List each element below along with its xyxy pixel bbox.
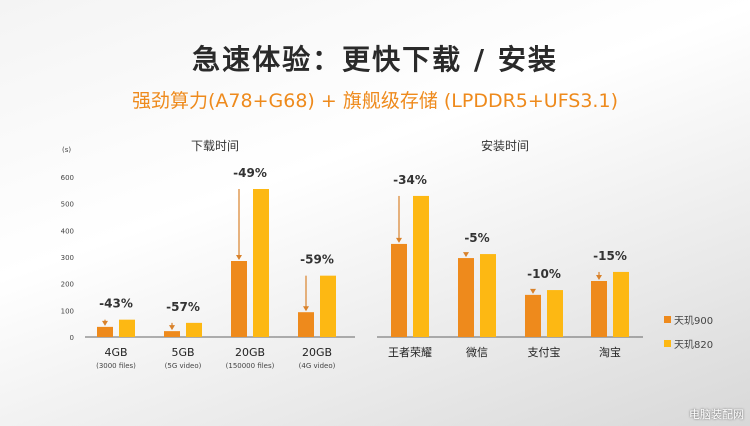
bar-900 [525,294,541,337]
legend-item-820: 天玑820 [664,336,713,351]
chart-title: 安装时间 [481,138,529,153]
bar-820 [253,189,269,337]
reduction-label: -34% [393,173,427,187]
bar-820 [613,271,629,337]
reduction-label: -59% [300,253,334,267]
bar-900 [391,243,407,337]
category-sublabel: (3000 files) [96,362,136,370]
bar-900 [298,312,314,337]
category-label: 20GB [235,346,265,359]
y-tick-label: 0 [70,334,74,342]
y-tick-label: 500 [61,201,74,209]
slide-title: 急速体验：更快下载 / 安装 [192,43,558,76]
chart-title: 下载时间 [191,139,239,153]
y-tick-label: 100 [61,307,74,315]
reduction-label: -57% [166,300,200,314]
reduction-label: -10% [527,267,561,281]
reduction-label: -49% [233,166,267,180]
category-label: 支付宝 [528,345,561,359]
bar-820 [186,322,202,337]
reduction-arrowhead [463,252,469,258]
bar-820 [480,254,496,337]
y-tick-label: 400 [61,227,74,235]
reduction-arrowhead [102,320,108,326]
category-label: 淘宝 [599,345,621,359]
legend-swatch [664,316,671,323]
category-label: 20GB [302,346,332,359]
legend-label: 天玑900 [674,316,714,327]
reduction-arrowhead [169,325,175,331]
category-label: 4GB [104,346,127,359]
category-label: 王者荣耀 [388,346,432,359]
y-tick-label: 300 [61,254,74,262]
slide-subtitle: 强劲算力(A78+G68) + 旗舰级存储 (LPDDR5+UFS3.1) [132,90,618,112]
category-sublabel: (150000 files) [226,362,275,370]
bar-820 [547,290,563,337]
reduction-arrowhead [303,306,309,312]
reduction-label: -5% [464,231,489,245]
bar-900 [231,261,247,337]
legend-swatch [664,340,671,347]
bar-820 [320,275,336,337]
reduction-arrowhead [236,255,242,260]
category-label: 微信 [466,345,488,359]
reduction-arrowhead [530,288,536,294]
bar-900 [591,281,607,337]
y-tick-label: 600 [61,174,74,182]
reduction-arrowhead [396,237,402,243]
category-sublabel: (4G video) [299,362,336,370]
y-axis-unit: (s) [62,146,71,154]
legend-item-900: 天玑900 [664,312,713,327]
reduction-arrowhead [596,275,602,280]
bar-820 [413,195,429,337]
bar-900 [458,258,474,337]
bar-900 [164,331,180,337]
reduction-label: -43% [99,297,133,311]
watermark: 电脑装配网 [689,408,744,421]
legend-label: 天玑820 [674,340,714,351]
y-tick-label: 200 [61,281,74,289]
legend: 天玑900 天玑820 [664,312,713,360]
category-label: 5GB [171,346,194,359]
bar-900 [97,326,113,337]
bar-820 [119,319,135,337]
category-sublabel: (5G video) [165,362,202,370]
reduction-label: -15% [593,249,627,263]
